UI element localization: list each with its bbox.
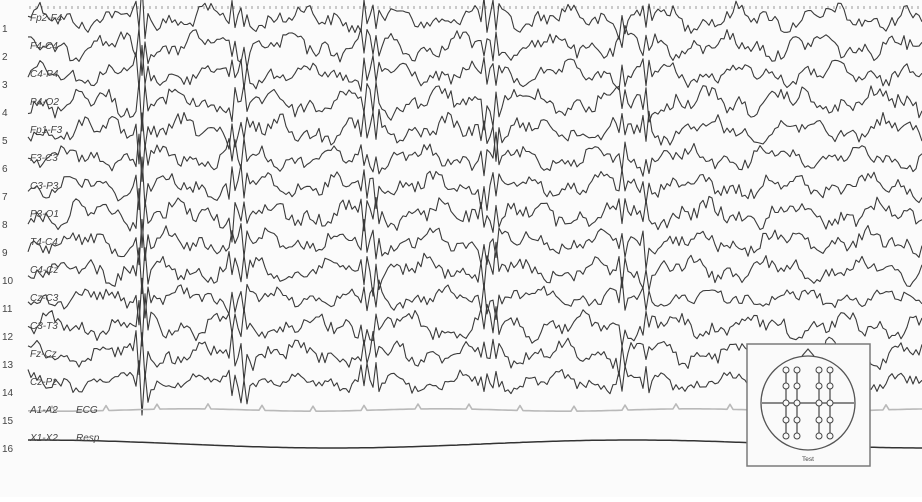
channel-number: 13 (2, 360, 14, 371)
electrode-marker (793, 416, 801, 424)
channel-number: 11 (2, 304, 13, 315)
eeg-traces (27, 0, 922, 449)
electrode-marker (826, 416, 834, 424)
channel-label: P3-O1 (30, 209, 59, 220)
eeg-trace (28, 24, 922, 76)
channel-number: 16 (2, 444, 14, 455)
channel-extra-label: ECG (76, 405, 98, 416)
electrode-marker (793, 366, 801, 374)
electrode-marker (826, 399, 834, 407)
channel-label: Cz-C3 (30, 293, 59, 304)
channel-number: 1 (2, 24, 8, 35)
channel-label: F3-C3 (30, 153, 58, 164)
electrode-marker (782, 366, 790, 374)
channel-label: C4-Cz (30, 265, 58, 276)
eeg-trace (27, 218, 922, 270)
channel-number: 15 (2, 416, 14, 427)
eeg-trace (27, 188, 922, 249)
eeg-trace (27, 108, 922, 165)
electrode-marker (793, 399, 801, 407)
electrode-marker (815, 399, 823, 407)
electrode-marker (782, 382, 790, 390)
channel-label: P4-O2 (30, 97, 59, 108)
channel-label: C4-P4 (30, 69, 59, 80)
channel-number: 6 (2, 164, 8, 175)
eeg-trace (27, 44, 922, 92)
montage-caption: Test (802, 456, 814, 463)
channel-label: Cz-Pz (30, 377, 57, 388)
eeg-trace (27, 156, 922, 211)
electrode-marker (782, 432, 790, 440)
channel-number: 10 (2, 276, 14, 287)
channel-label: T4-C4 (30, 237, 58, 248)
channel-label: F4-C4 (30, 41, 58, 52)
channel-label: A1-A2 (29, 405, 58, 416)
channel-number: 4 (2, 108, 8, 119)
channel-number: 12 (2, 332, 14, 343)
channel-number: 7 (2, 192, 8, 203)
channel-number: 14 (2, 388, 14, 399)
channel-number: 8 (2, 220, 8, 231)
electrode-marker (782, 399, 790, 407)
channel-extra-label: Resp (76, 433, 100, 444)
montage-head-diagram: Test (746, 343, 871, 467)
channel-labels: 1 Fp2-F4 2 F4-C4 3 C4-P4 4 P4-O2 5 Fp1-F3 6 F3-C3 7 C… (2, 13, 100, 455)
eeg-trace (27, 0, 922, 40)
eeg-trace (27, 131, 922, 182)
channel-number: 5 (2, 136, 8, 147)
channel-number: 3 (2, 80, 8, 91)
eeg-trace (27, 241, 922, 297)
channel-label: X1-X2 (29, 433, 58, 444)
channel-label: Fp2-F4 (30, 13, 63, 24)
channel-label: C3-T3 (30, 321, 58, 332)
channel-label: C3-P3 (30, 181, 59, 192)
channel-number: 9 (2, 248, 8, 259)
electrode-marker (815, 416, 823, 424)
electrode-marker (793, 382, 801, 390)
eeg-trace (27, 81, 922, 132)
electrode-marker (793, 432, 801, 440)
channel-number: 2 (2, 52, 8, 63)
electrode-marker (826, 432, 834, 440)
electrode-marker (826, 382, 834, 390)
electrode-marker (815, 432, 823, 440)
channel-label: Fp1-F3 (30, 125, 63, 136)
electrode-marker (782, 416, 790, 424)
electrode-marker (815, 366, 823, 374)
electrode-marker (826, 366, 834, 374)
eeg-trace (27, 293, 922, 347)
channel-label: Fz-Cz (30, 349, 57, 360)
eeg-trace (27, 276, 922, 326)
electrode-marker (815, 382, 823, 390)
